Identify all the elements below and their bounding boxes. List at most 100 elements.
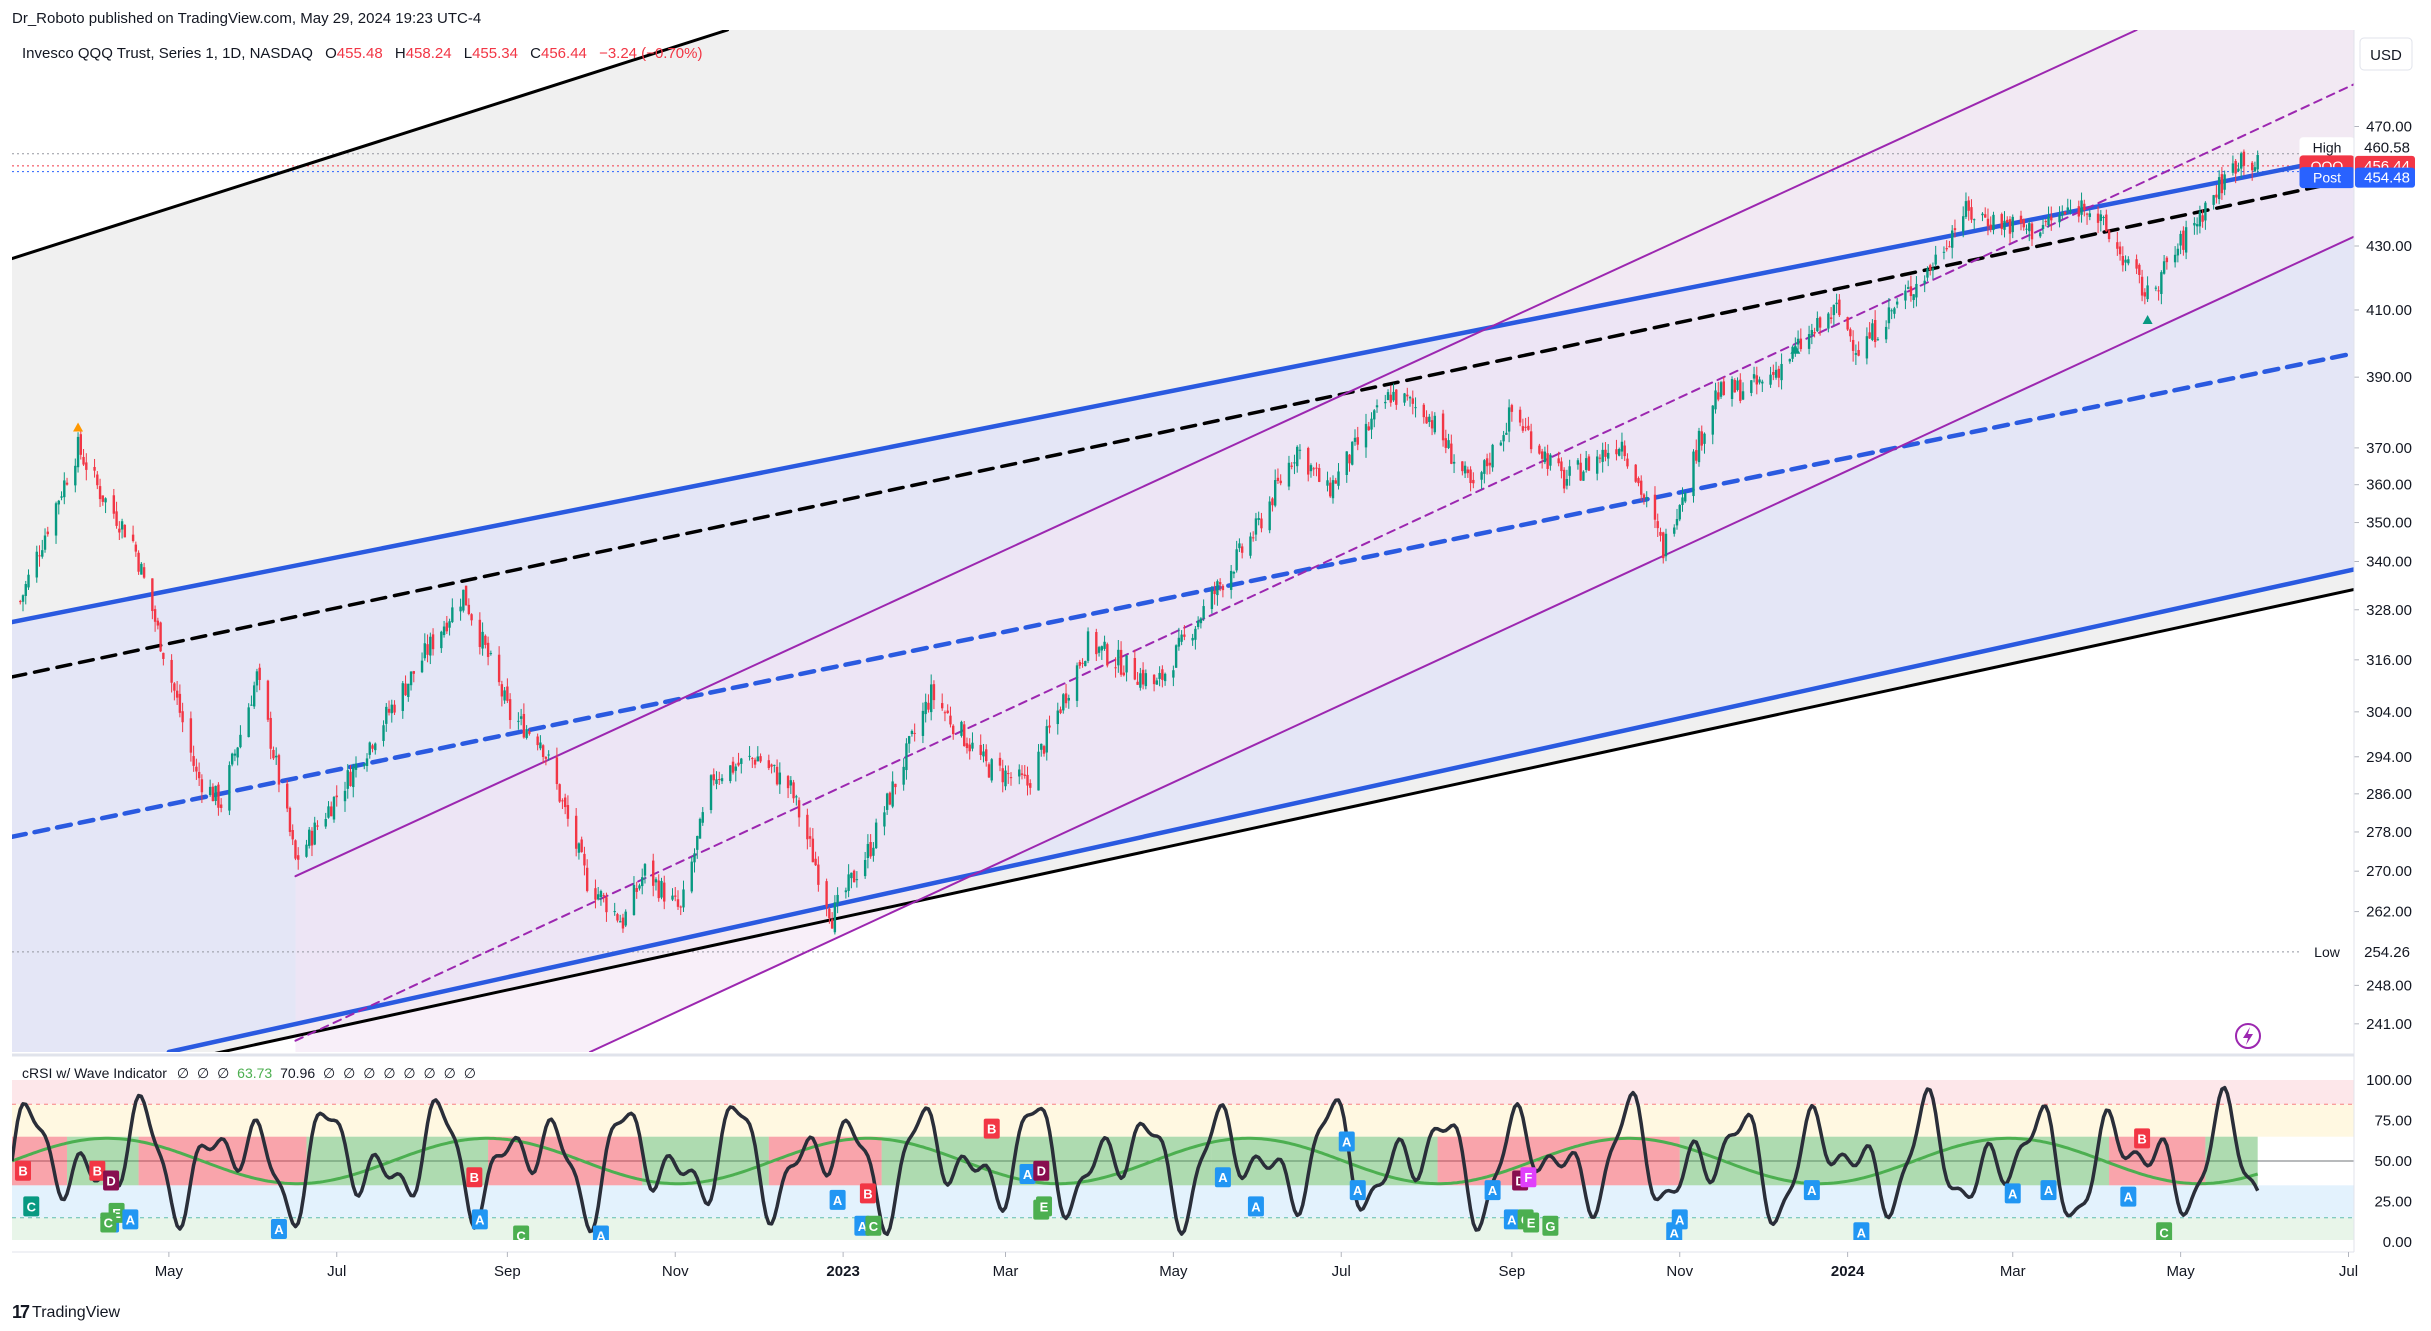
signal-marker-box[interactable] (1349, 1180, 1366, 1201)
candle-body[interactable] (1565, 478, 1569, 486)
currency-box[interactable] (2359, 37, 2413, 71)
candle-body[interactable] (1271, 498, 1274, 506)
candle-body[interactable] (663, 882, 666, 902)
candle-body[interactable] (1152, 674, 1156, 685)
candle-body[interactable] (1119, 649, 1123, 675)
candle-body[interactable] (1653, 494, 1657, 520)
candle-body[interactable] (98, 486, 102, 500)
candle-body[interactable] (354, 763, 358, 770)
candle-body[interactable] (767, 760, 771, 769)
candle-body[interactable] (1529, 431, 1533, 450)
candle-body[interactable] (1444, 438, 1448, 448)
candle-body[interactable] (1298, 449, 1302, 451)
candle-body[interactable] (1568, 466, 1571, 476)
candle-body[interactable] (674, 895, 677, 897)
candle-body[interactable] (2107, 230, 2111, 240)
candle-body[interactable] (720, 778, 724, 782)
candle-body[interactable] (2041, 224, 2045, 229)
candle-body[interactable] (971, 742, 974, 749)
candle-body[interactable] (1645, 497, 1648, 500)
candle-body[interactable] (1042, 746, 1046, 754)
candle-body[interactable] (2124, 259, 2127, 263)
candle-body[interactable] (1158, 672, 1161, 679)
candle-body[interactable] (1422, 404, 1426, 418)
candle-body[interactable] (850, 872, 853, 879)
candle-body[interactable] (696, 836, 699, 850)
candle-body[interactable] (528, 731, 531, 734)
candle-body[interactable] (1887, 307, 1891, 324)
candle-body[interactable] (1634, 464, 1637, 482)
signal-marker-box[interactable] (2040, 1180, 2057, 1201)
candle-body[interactable] (1909, 286, 1913, 297)
candle-body[interactable] (624, 911, 627, 926)
time-axis[interactable]: May Jul Sep Nov 2023 Mar May Jul Sep Nov 2024 Mar Ma… (155, 1252, 2358, 1280)
candle-body[interactable] (671, 895, 674, 900)
candle-body[interactable] (1351, 441, 1354, 465)
candle-body[interactable] (393, 704, 396, 713)
candle-body[interactable] (211, 786, 215, 802)
candle-body[interactable] (2234, 160, 2237, 174)
candle-body[interactable] (847, 874, 850, 891)
candle-body[interactable] (1659, 531, 1662, 536)
candle-body[interactable] (1818, 317, 1822, 328)
candle-body[interactable] (2011, 216, 2014, 233)
candle-body[interactable] (1075, 665, 1079, 701)
candle-body[interactable] (1507, 407, 1511, 432)
candle-body[interactable] (1114, 667, 1117, 669)
candle-body[interactable] (1023, 774, 1026, 777)
candle-body[interactable] (1375, 405, 1379, 408)
candle-body[interactable] (1717, 392, 1720, 400)
candle-body[interactable] (638, 885, 641, 889)
candle-body[interactable] (1799, 338, 1803, 350)
candle-body[interactable] (2030, 223, 2034, 240)
candle-body[interactable] (1273, 480, 1277, 506)
candle-body[interactable] (888, 792, 892, 805)
symbol-legend[interactable]: Invesco QQQ Trust, Series 1, 1D, NASDAQ … (22, 45, 702, 62)
candle-body[interactable] (1059, 709, 1062, 713)
candle-body[interactable] (1761, 381, 1764, 384)
candle-body[interactable] (252, 685, 256, 707)
candle-body[interactable] (558, 784, 561, 802)
candle-body[interactable] (643, 864, 647, 876)
price-axis[interactable]: 470.00 430.00 410.00 390.00 370.00 360.00 350.… (2354, 118, 2412, 1033)
candle-body[interactable] (2063, 211, 2067, 214)
candle-body[interactable] (2220, 174, 2224, 194)
candle-body[interactable] (1406, 394, 1409, 397)
candle-body[interactable] (2165, 257, 2169, 263)
candle-body[interactable] (712, 774, 715, 781)
candle-body[interactable] (641, 877, 644, 887)
candle-body[interactable] (731, 761, 735, 773)
candle-body[interactable] (1865, 336, 1869, 359)
candle-body[interactable] (1345, 451, 1348, 476)
candle-body[interactable] (1386, 392, 1390, 401)
candle-body[interactable] (274, 755, 278, 758)
candle-body[interactable] (1656, 521, 1659, 529)
candle-body[interactable] (682, 889, 685, 908)
candle-body[interactable] (82, 456, 85, 465)
candle-body[interactable] (1642, 494, 1646, 499)
candle-body[interactable] (2242, 151, 2246, 166)
candle-body[interactable] (426, 644, 429, 655)
candle-body[interactable] (294, 840, 297, 859)
candle-body[interactable] (2047, 216, 2050, 226)
candle-body[interactable] (200, 779, 204, 793)
candle-body[interactable] (693, 853, 696, 863)
candle-body[interactable] (561, 800, 564, 802)
candle-body[interactable] (2127, 259, 2130, 264)
candle-body[interactable] (175, 690, 179, 698)
candle-body[interactable] (85, 462, 88, 470)
candle-body[interactable] (236, 747, 239, 758)
candle-body[interactable] (489, 653, 493, 655)
candle-body[interactable] (481, 631, 484, 649)
candle-body[interactable] (2160, 272, 2163, 294)
candle-body[interactable] (1483, 460, 1486, 474)
candle-body[interactable] (852, 870, 856, 883)
candle-body[interactable] (811, 838, 815, 863)
candle-body[interactable] (178, 693, 182, 713)
candle-body[interactable] (635, 888, 638, 892)
candle-body[interactable] (1540, 451, 1544, 459)
signal-marker-box[interactable] (100, 1212, 117, 1233)
candle-body[interactable] (1004, 770, 1007, 787)
candle-body[interactable] (123, 524, 127, 538)
candle-body[interactable] (1739, 379, 1742, 401)
